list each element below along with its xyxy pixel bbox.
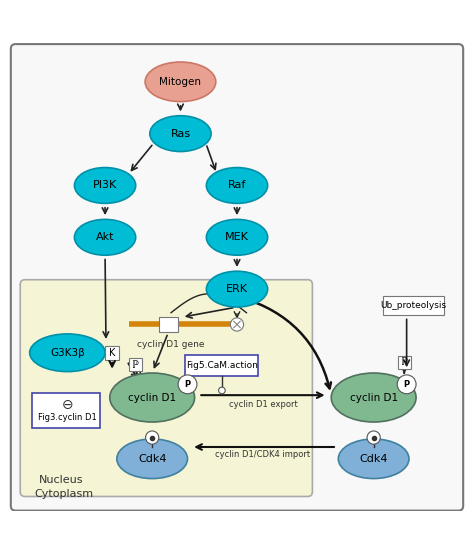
Text: Cdk4: Cdk4 <box>359 454 388 464</box>
FancyBboxPatch shape <box>185 355 258 376</box>
Ellipse shape <box>338 439 409 478</box>
Text: cyclin D1: cyclin D1 <box>350 393 398 403</box>
Circle shape <box>178 375 197 394</box>
Text: ℙ: ℙ <box>401 357 408 367</box>
Ellipse shape <box>150 116 211 152</box>
Circle shape <box>230 318 244 331</box>
Text: cyclin D1 export: cyclin D1 export <box>228 400 297 409</box>
Text: G3K3β: G3K3β <box>50 348 85 358</box>
Ellipse shape <box>145 62 216 102</box>
Text: Fig3.cyclin D1: Fig3.cyclin D1 <box>38 413 97 422</box>
Text: Raf: Raf <box>228 180 246 190</box>
Text: ⊖: ⊖ <box>62 398 73 411</box>
Text: Ub_proteolysis: Ub_proteolysis <box>381 301 447 310</box>
Circle shape <box>219 387 225 394</box>
Ellipse shape <box>206 271 268 307</box>
FancyBboxPatch shape <box>105 346 119 360</box>
Text: cyclin D1: cyclin D1 <box>128 393 176 403</box>
Circle shape <box>146 431 159 444</box>
Text: K: K <box>109 348 115 358</box>
FancyBboxPatch shape <box>11 44 463 510</box>
FancyBboxPatch shape <box>159 317 178 332</box>
FancyBboxPatch shape <box>20 280 312 497</box>
FancyBboxPatch shape <box>398 356 411 369</box>
Ellipse shape <box>117 439 188 478</box>
Text: Mitogen: Mitogen <box>159 77 201 87</box>
Text: ERK: ERK <box>226 284 248 294</box>
Text: P: P <box>184 380 191 389</box>
Text: Fig5.CaM.action: Fig5.CaM.action <box>186 361 258 370</box>
FancyBboxPatch shape <box>129 358 142 371</box>
Text: cyclin D1/CDK4 import: cyclin D1/CDK4 import <box>215 450 310 459</box>
Text: ℙ: ℙ <box>132 360 139 370</box>
Ellipse shape <box>331 373 416 422</box>
Text: P: P <box>403 380 410 389</box>
Ellipse shape <box>74 219 136 255</box>
FancyBboxPatch shape <box>32 393 100 428</box>
Ellipse shape <box>110 373 195 422</box>
Ellipse shape <box>74 168 136 204</box>
Text: MEK: MEK <box>225 232 249 243</box>
FancyBboxPatch shape <box>383 296 444 315</box>
Text: Ras: Ras <box>170 129 191 139</box>
Ellipse shape <box>206 219 268 255</box>
Circle shape <box>397 375 416 394</box>
Text: Akt: Akt <box>96 232 114 243</box>
Circle shape <box>367 431 380 444</box>
Text: Nucleus: Nucleus <box>39 475 83 485</box>
Ellipse shape <box>30 334 105 372</box>
Ellipse shape <box>206 168 268 204</box>
Text: Cytoplasm: Cytoplasm <box>35 489 93 499</box>
Text: cyclin D1 gene: cyclin D1 gene <box>137 339 205 349</box>
Text: PI3K: PI3K <box>93 180 117 190</box>
Text: Cdk4: Cdk4 <box>138 454 166 464</box>
